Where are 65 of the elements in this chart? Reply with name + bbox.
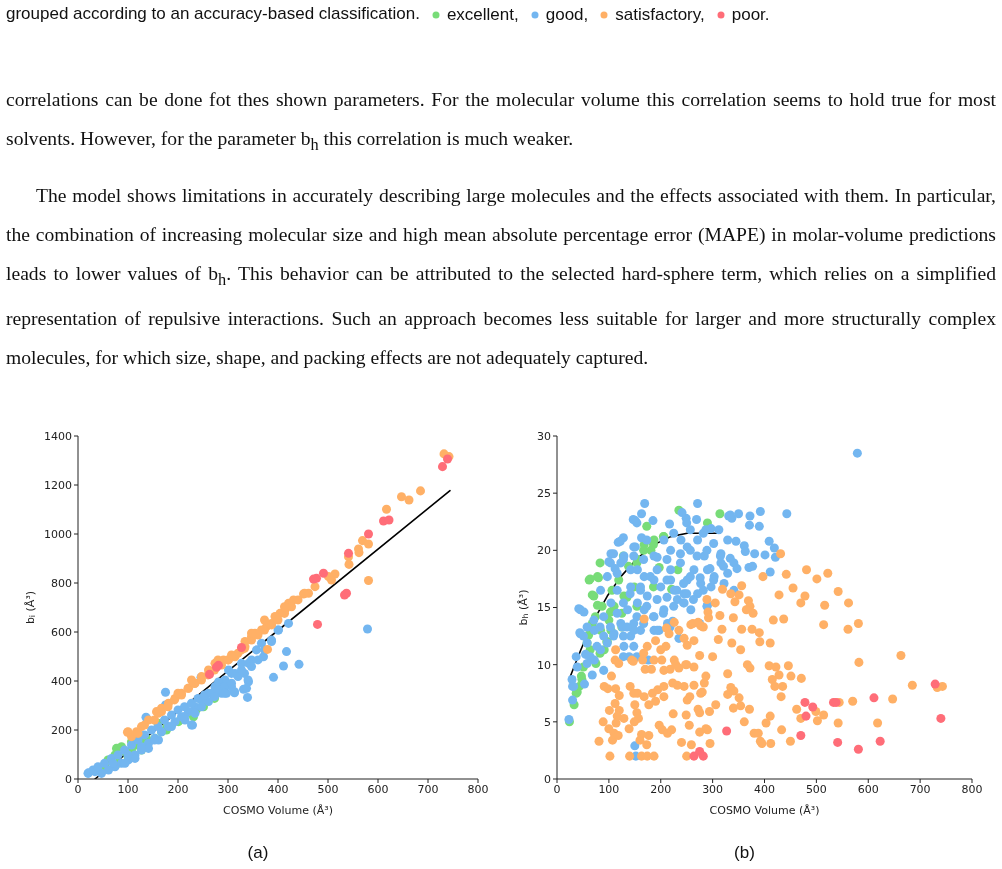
point bbox=[384, 515, 394, 525]
y-tick-label: 15 bbox=[537, 601, 551, 615]
x-tick-label: 800 bbox=[961, 782, 983, 796]
point bbox=[869, 693, 879, 703]
text: correlations can be done fot thes shown parameters. For the molecular volume this correlation seems to hold true for most solvents. However, for the parameter b$_{h}$ this correlation is much weaker. bbox=[6, 88, 996, 156]
point bbox=[796, 731, 806, 741]
x-tick-label: 300 bbox=[217, 782, 239, 796]
y-tick-label: 1200 bbox=[44, 478, 72, 492]
point bbox=[875, 736, 885, 746]
x-tick-label: 700 bbox=[417, 782, 439, 796]
text: (b) bbox=[733, 842, 756, 864]
x-tick-label: 600 bbox=[367, 782, 389, 796]
point bbox=[936, 713, 946, 723]
x-tick-label: 200 bbox=[167, 782, 189, 796]
point bbox=[312, 619, 323, 629]
x-tick-label: 0 bbox=[74, 782, 82, 796]
point bbox=[853, 744, 863, 754]
x-tick-label: 400 bbox=[754, 782, 775, 796]
x-tick-label: 0 bbox=[553, 782, 561, 796]
legend-label: poor. bbox=[731, 4, 770, 26]
y-tick-label: 0 bbox=[65, 772, 72, 786]
legend-label: excellent, bbox=[446, 4, 519, 26]
y-tick-label: 600 bbox=[51, 625, 72, 639]
x-tick-label: 800 bbox=[467, 782, 489, 796]
y-tick-label: 5 bbox=[544, 715, 551, 729]
y-tick-label: 800 bbox=[51, 576, 72, 590]
x-tick-label: 300 bbox=[702, 782, 724, 796]
point bbox=[363, 529, 374, 539]
point bbox=[698, 751, 708, 761]
x-axis-title: COSMO Volume (Å³) bbox=[223, 803, 333, 817]
text: (a) bbox=[246, 842, 270, 864]
point bbox=[808, 702, 818, 712]
x-tick-label: 100 bbox=[117, 782, 139, 796]
y-tick-label: 30 bbox=[537, 429, 551, 443]
y-tick-label: 10 bbox=[537, 658, 551, 672]
legend-label: satisfactory, bbox=[615, 4, 705, 26]
point bbox=[437, 462, 448, 472]
y-tick-label: 1000 bbox=[44, 527, 72, 541]
point bbox=[715, 509, 725, 519]
y-tick-label: 200 bbox=[51, 723, 72, 737]
point bbox=[930, 679, 940, 689]
y-tick-label: 1400 bbox=[44, 429, 72, 443]
point bbox=[595, 558, 605, 568]
x-tick-label: 200 bbox=[650, 782, 672, 796]
x-axis-title: COSMO Volume (Å³) bbox=[709, 803, 820, 817]
point bbox=[833, 737, 843, 747]
text: grouped according to an accuracy-based classification. bbox=[6, 4, 420, 23]
text: The model shows limitations in accurately describing large molecules and the effects associated with them. In particular, the combination of increasing molecular size and high mean absolute percentage error (MAPE) in molar-volume predictions leads to lower values of b$_{h}$. This behavior can be attributed to the selected hard-sphere term, which relies on a simplified representation of repulsive interactions. Such an approach becomes less suitable for larger and more structurally complex molecules, for which size, shape, and packing effects are not adequately captured. bbox=[6, 184, 996, 368]
y-tick-label: 400 bbox=[51, 674, 72, 688]
x-tick-label: 500 bbox=[317, 782, 339, 796]
y-tick-label: 25 bbox=[537, 487, 551, 501]
x-tick-label: 500 bbox=[805, 782, 827, 796]
legend-label: good, bbox=[545, 4, 589, 26]
point bbox=[722, 726, 732, 736]
point bbox=[318, 568, 329, 578]
x-tick-label: 700 bbox=[909, 782, 931, 796]
x-tick-label: 100 bbox=[598, 782, 620, 796]
y-tick-label: 0 bbox=[544, 772, 551, 786]
point bbox=[801, 711, 811, 721]
point bbox=[800, 697, 810, 707]
point bbox=[642, 521, 652, 531]
point bbox=[343, 548, 354, 558]
y-tick-label: 20 bbox=[537, 544, 551, 558]
x-tick-label: 600 bbox=[857, 782, 879, 796]
x-tick-label: 400 bbox=[267, 782, 289, 796]
